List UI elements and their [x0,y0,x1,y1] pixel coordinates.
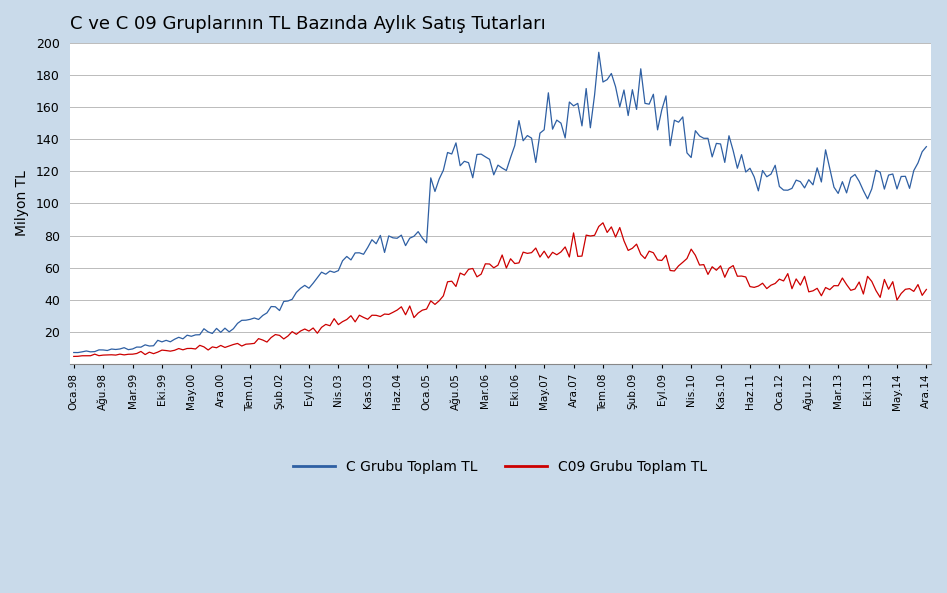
C09 Grubu Toplam TL [703,271,714,278]
C Grubu Toplam TL [501,167,512,174]
Line: C Grubu Toplam TL: C Grubu Toplam TL [74,52,926,353]
Text: C ve C 09 Gruplarının TL Bazında Aylık Satış Tutarları: C ve C 09 Gruplarının TL Bazında Aylık S… [69,15,545,33]
C Grubu Toplam TL [165,338,176,345]
C Grubu Toplam TL [593,49,604,56]
Legend: C Grubu Toplam TL, C09 Grubu Toplam TL: C Grubu Toplam TL, C09 Grubu Toplam TL [288,454,712,479]
C09 Grubu Toplam TL [920,286,932,293]
Line: C09 Grubu Toplam TL: C09 Grubu Toplam TL [74,223,926,356]
C Grubu Toplam TL [517,137,528,144]
C09 Grubu Toplam TL [68,353,80,360]
C Grubu Toplam TL [215,329,226,336]
C Grubu Toplam TL [920,143,932,150]
C09 Grubu Toplam TL [295,327,306,334]
C Grubu Toplam TL [68,349,80,356]
C09 Grubu Toplam TL [160,347,171,354]
C Grubu Toplam TL [299,282,311,289]
Y-axis label: Milyon TL: Milyon TL [15,171,29,237]
C09 Grubu Toplam TL [513,259,525,266]
C09 Grubu Toplam TL [211,344,223,351]
C09 Grubu Toplam TL [496,251,508,259]
C09 Grubu Toplam TL [598,219,609,227]
C Grubu Toplam TL [72,349,83,356]
C Grubu Toplam TL [706,154,718,161]
